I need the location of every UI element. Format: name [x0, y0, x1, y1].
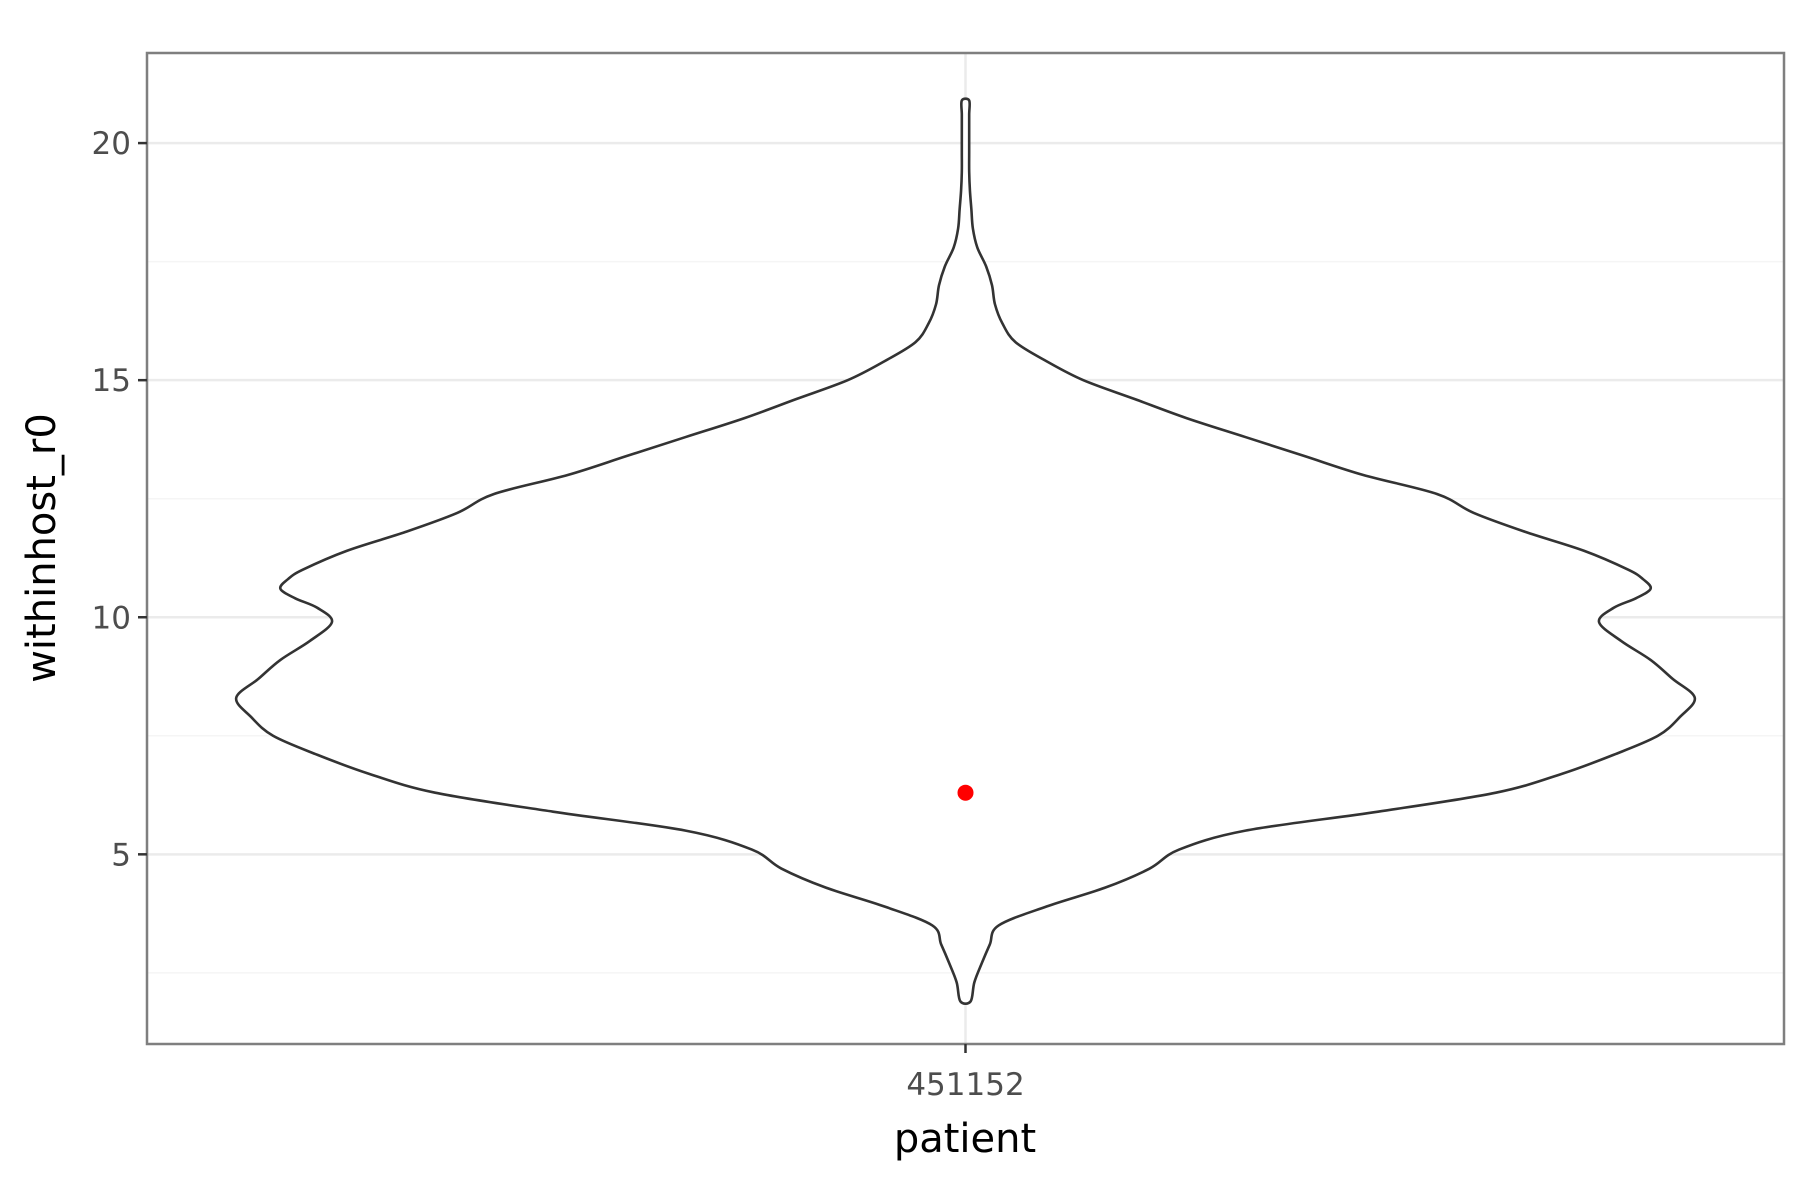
y-axis-title: withinhost_r0	[19, 413, 65, 683]
y-tick-label-20: 20	[92, 126, 131, 162]
point-layer	[957, 784, 974, 801]
x-axis: 451152	[906, 1044, 1025, 1103]
violin-layer	[234, 97, 1697, 1005]
x-axis-title: patient	[894, 1116, 1036, 1162]
x-tick-label-451152: 451152	[906, 1067, 1024, 1103]
y-tick-label-10: 10	[92, 600, 131, 636]
violin-451152	[234, 97, 1697, 1005]
y-tick-label-5: 5	[111, 837, 131, 873]
y-axis: 5 10 15 20	[92, 126, 147, 873]
data-point-0	[957, 784, 974, 801]
y-tick-label-15: 15	[92, 363, 131, 399]
